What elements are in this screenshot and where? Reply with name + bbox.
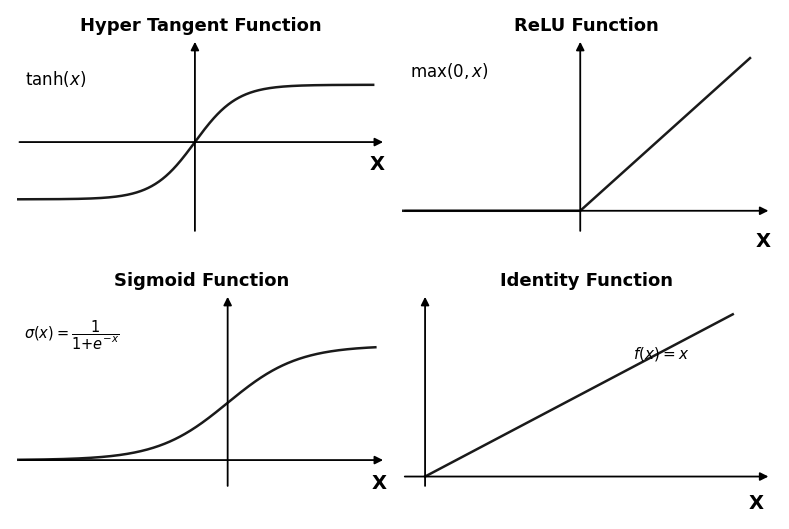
Text: X: X: [755, 232, 770, 251]
Text: X: X: [748, 494, 763, 513]
Title: Hyper Tangent Function: Hyper Tangent Function: [80, 17, 322, 35]
Text: X: X: [372, 474, 387, 493]
Text: $\mathrm{max}(0, x)$: $\mathrm{max}(0, x)$: [410, 61, 489, 81]
Text: $\sigma(x) = \dfrac{1}{1{+}e^{-x}}$: $\sigma(x) = \dfrac{1}{1{+}e^{-x}}$: [24, 319, 119, 352]
Title: Identity Function: Identity Function: [500, 272, 673, 290]
Title: Sigmoid Function: Sigmoid Function: [114, 272, 289, 290]
Text: $\mathrm{tanh}(x)$: $\mathrm{tanh}(x)$: [25, 69, 86, 89]
Title: ReLU Function: ReLU Function: [514, 17, 659, 35]
Text: $f(x) = x$: $f(x) = x$: [633, 345, 689, 363]
Text: X: X: [370, 154, 385, 174]
